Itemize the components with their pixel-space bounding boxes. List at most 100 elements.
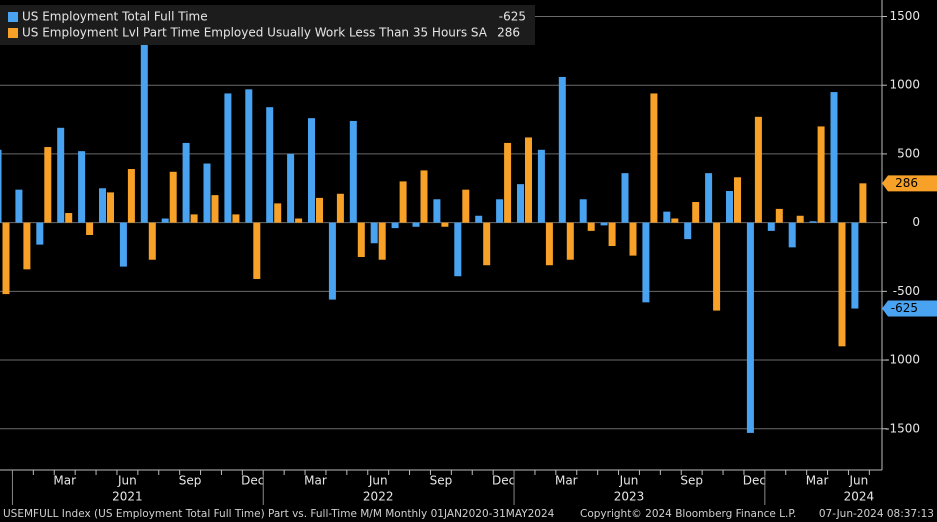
bar xyxy=(684,222,692,240)
bar xyxy=(441,222,449,227)
bar xyxy=(148,222,156,260)
bar xyxy=(211,195,219,223)
bar xyxy=(517,184,524,223)
year-label: 2023 xyxy=(614,490,645,504)
legend-box xyxy=(0,5,535,45)
y-tick-label: -1500 xyxy=(885,421,920,435)
bar xyxy=(734,177,741,223)
bar xyxy=(579,199,587,223)
bar xyxy=(754,116,762,223)
bar xyxy=(203,163,211,223)
x-tick-label: Jun xyxy=(117,474,137,488)
value-badge xyxy=(882,300,937,317)
bar xyxy=(370,222,378,244)
bar xyxy=(412,222,420,227)
bar xyxy=(391,222,399,229)
bar xyxy=(796,215,804,223)
bar xyxy=(838,222,846,347)
bar xyxy=(537,149,545,223)
bar xyxy=(713,222,721,311)
bar xyxy=(608,222,616,246)
bar xyxy=(232,214,240,223)
bar xyxy=(36,222,44,245)
bar xyxy=(692,202,700,223)
x-tick-label: Sep xyxy=(680,474,703,488)
bar xyxy=(86,222,94,235)
bar xyxy=(525,137,532,223)
bar xyxy=(851,222,859,309)
x-tick-label: Jun xyxy=(619,474,639,488)
bar xyxy=(558,76,566,223)
bar xyxy=(621,173,629,223)
bar xyxy=(266,107,274,223)
legend: US Employment Total Full Time -625 US Empl… xyxy=(8,10,526,40)
bar xyxy=(462,189,470,223)
x-tick-label: Mar xyxy=(304,474,327,488)
bar xyxy=(182,142,190,223)
bar xyxy=(190,214,198,223)
year-label: 2021 xyxy=(112,490,143,504)
footer-description: USEMFULL Index (US Employment Total Full… xyxy=(3,508,555,520)
bar xyxy=(475,215,483,223)
bar xyxy=(15,189,23,223)
bars xyxy=(0,39,867,433)
bar xyxy=(65,213,73,223)
bar xyxy=(726,191,733,223)
bar xyxy=(357,222,365,257)
bar xyxy=(809,221,817,223)
bar xyxy=(140,39,148,223)
bar xyxy=(224,93,232,223)
bar xyxy=(504,142,512,223)
bar xyxy=(107,192,114,223)
bar xyxy=(600,222,608,226)
bar xyxy=(767,222,775,231)
x-tick-label: Mar xyxy=(555,474,578,488)
bar xyxy=(119,222,127,267)
bar xyxy=(629,222,637,256)
bar xyxy=(420,170,428,223)
legend-swatch xyxy=(8,12,18,22)
bar xyxy=(99,188,106,223)
legend-value: 286 xyxy=(497,26,520,40)
bar xyxy=(295,218,303,223)
y-tick-label: -1000 xyxy=(885,353,920,367)
bar xyxy=(859,183,867,223)
x-tick-label: Jun xyxy=(849,474,869,488)
footer-copyright: Copyright© 2024 Bloomberg Finance L.P. xyxy=(580,508,796,520)
bar xyxy=(775,208,783,223)
bar xyxy=(0,149,2,223)
bar xyxy=(663,211,671,223)
y-tick-label: 0 xyxy=(912,215,920,229)
x-tick-label: Mar xyxy=(53,474,76,488)
bar xyxy=(161,218,169,223)
bar xyxy=(788,222,796,248)
bar xyxy=(587,222,595,231)
legend-swatch xyxy=(8,28,18,38)
legend-label: US Employment Total Full Time xyxy=(22,10,208,24)
bar xyxy=(169,171,177,223)
bar xyxy=(44,147,52,223)
bar xyxy=(830,92,838,223)
x-tick-label: Jun xyxy=(368,474,388,488)
legend-value: -625 xyxy=(499,10,526,24)
x-tick-label: Mar xyxy=(806,474,829,488)
bar xyxy=(349,120,357,223)
bar xyxy=(705,173,713,223)
bar xyxy=(746,222,754,433)
x-tick-label: Dec xyxy=(743,474,766,488)
bar xyxy=(2,222,10,295)
bar xyxy=(316,197,323,223)
bar xyxy=(245,89,253,223)
bar xyxy=(483,222,491,266)
bar xyxy=(454,222,462,277)
legend-label: US Employment Lvl Part Time Employed Usu… xyxy=(22,26,488,40)
bar xyxy=(496,199,504,223)
bar xyxy=(127,169,135,223)
bar xyxy=(566,222,574,260)
value-badge xyxy=(882,175,937,192)
bar xyxy=(545,222,553,266)
bar xyxy=(671,218,679,223)
bar xyxy=(399,181,407,223)
bar xyxy=(78,151,86,223)
value-badge-label: 286 xyxy=(895,176,918,190)
